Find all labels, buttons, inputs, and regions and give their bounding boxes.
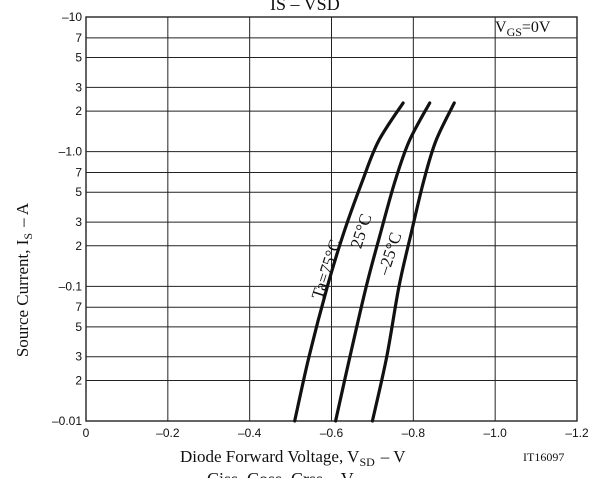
y-tick-label: 7 xyxy=(75,300,82,314)
y-tick-labels: –0.01 2 3 5 7 –0.1 2 3 5 7 –1.0 2 3 5 7 –10 xyxy=(52,10,82,428)
figure-id: IT16097 xyxy=(523,450,564,464)
y-tick-label: 5 xyxy=(75,51,82,65)
curve-ta-75-c xyxy=(293,101,405,423)
x-tick-label: –0.8 xyxy=(402,426,426,440)
chart-title: IS – VSD xyxy=(270,0,340,14)
grid xyxy=(85,16,578,422)
curves xyxy=(293,101,456,423)
curve-label: 25°C xyxy=(347,211,376,250)
next-figure-title: Ciss, Coss, Crss – V xyxy=(207,469,354,478)
x-axis-title: Diode Forward Voltage, VSD – V xyxy=(180,447,406,469)
curve--25-c xyxy=(370,101,456,423)
y-axis-unit: – A xyxy=(13,202,32,228)
y-tick-label: –0.1 xyxy=(59,279,83,293)
y-tick-label: 2 xyxy=(75,239,82,253)
y-tick-label: 2 xyxy=(75,373,82,387)
x-axis-sub: SD xyxy=(359,455,375,469)
x-tick-label: –1.2 xyxy=(565,426,589,440)
y-tick-label: –1.0 xyxy=(59,145,83,159)
x-tick-labels: 0 –0.2 –0.4 –0.6 –0.8 –1.0 –1.2 xyxy=(83,426,589,440)
curve-label: Ta=75°C xyxy=(308,237,345,301)
curve-labels: Ta=75°C25°C–25°C xyxy=(308,211,406,301)
y-tick-label: 5 xyxy=(75,185,82,199)
y-tick-label: 2 xyxy=(75,104,82,118)
y-tick-label: –0.01 xyxy=(52,414,82,428)
x-tick-label: –0.4 xyxy=(238,426,262,440)
condition-label: VGS=0V xyxy=(495,19,551,39)
y-axis-main: Source Current, I xyxy=(13,239,32,357)
condition-main: V xyxy=(495,19,507,36)
y-tick-label: 5 xyxy=(75,320,82,334)
x-tick-label: 0 xyxy=(83,426,90,440)
y-axis-sub: S xyxy=(21,233,35,240)
x-tick-label: –0.6 xyxy=(320,426,344,440)
y-tick-label: 7 xyxy=(75,166,82,180)
y-tick-label: –10 xyxy=(62,10,82,24)
y-tick-label: 3 xyxy=(75,350,82,364)
y-tick-label: 3 xyxy=(75,80,82,94)
y-tick-label: 3 xyxy=(75,215,82,229)
x-tick-label: –0.2 xyxy=(156,426,180,440)
x-axis-main: Diode Forward Voltage, V xyxy=(180,447,360,466)
curve-25-c xyxy=(333,101,432,423)
plot-frame xyxy=(85,16,578,422)
x-tick-label: –1.0 xyxy=(483,426,507,440)
x-axis-unit: – V xyxy=(380,447,406,466)
condition-sub: GS xyxy=(507,25,522,39)
y-tick-label: 7 xyxy=(75,31,82,45)
y-axis-title: Source Current, IS – A xyxy=(13,202,35,357)
condition-tail: =0V xyxy=(522,19,551,36)
